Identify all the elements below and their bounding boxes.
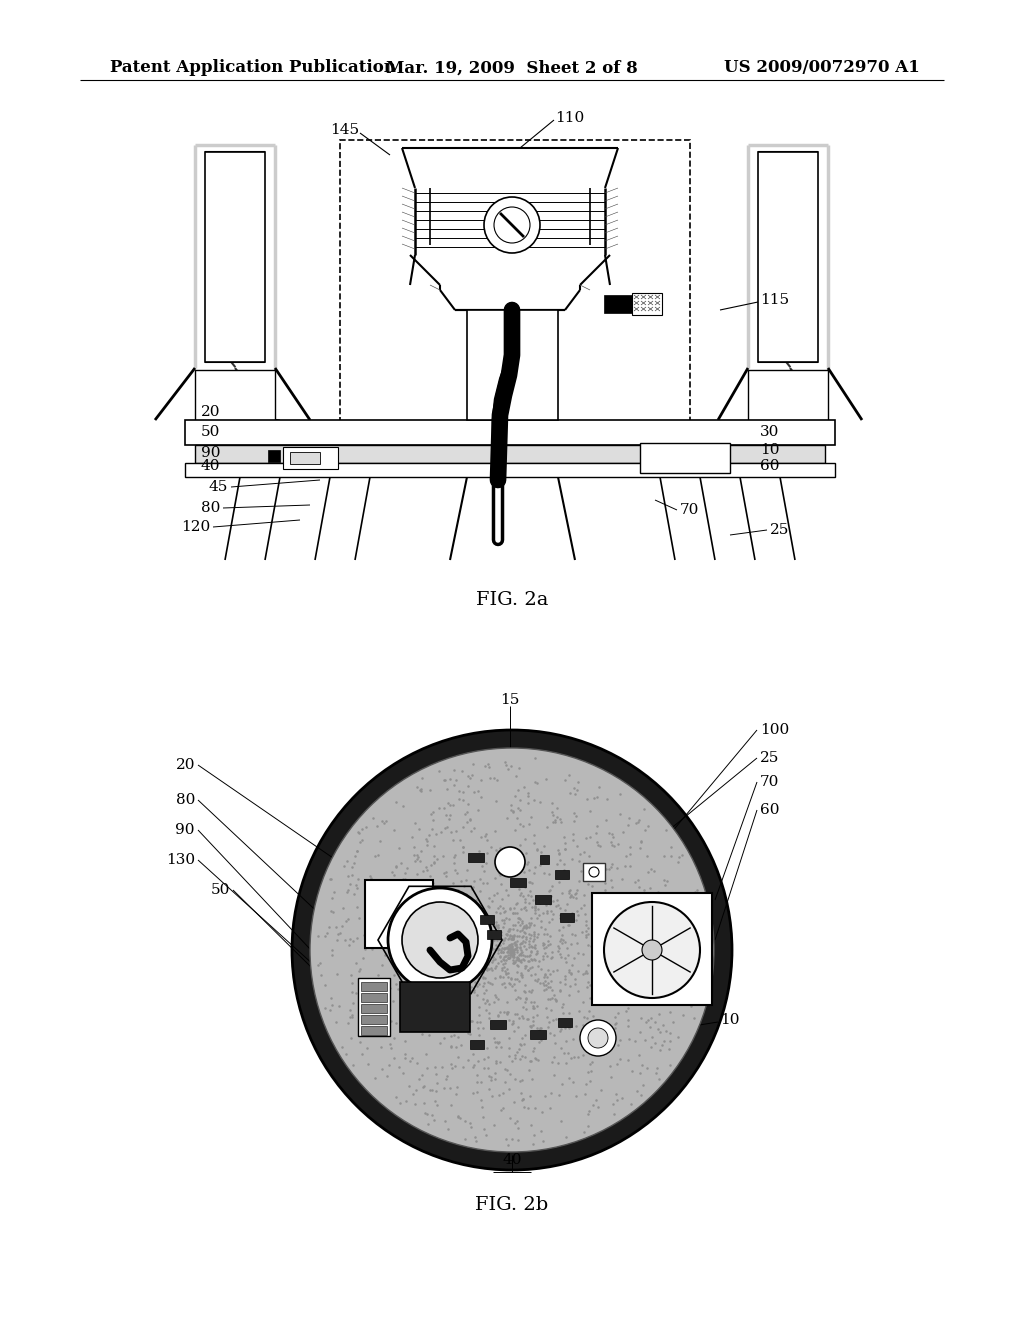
Circle shape <box>388 888 492 993</box>
Bar <box>748 370 828 425</box>
Circle shape <box>642 940 662 960</box>
Circle shape <box>494 207 530 243</box>
Text: 50: 50 <box>201 425 220 440</box>
Text: 145: 145 <box>330 123 359 137</box>
Text: 110: 110 <box>555 111 585 125</box>
Bar <box>535 895 551 904</box>
Bar <box>530 1030 546 1039</box>
Bar <box>361 1015 387 1024</box>
Bar <box>195 370 275 425</box>
Bar <box>205 152 265 362</box>
Text: 20: 20 <box>201 405 220 418</box>
Bar <box>268 450 280 462</box>
Bar <box>555 870 569 879</box>
Circle shape <box>310 748 714 1152</box>
Bar <box>361 1026 387 1035</box>
Text: 15: 15 <box>501 693 520 708</box>
Text: 50: 50 <box>211 883 230 898</box>
Bar <box>467 310 558 420</box>
Text: 20: 20 <box>175 758 195 772</box>
Bar <box>358 978 390 1036</box>
Text: 90: 90 <box>175 822 195 837</box>
Text: Mar. 19, 2009  Sheet 2 of 8: Mar. 19, 2009 Sheet 2 of 8 <box>386 59 638 77</box>
Bar <box>558 1018 572 1027</box>
Text: FIG. 2a: FIG. 2a <box>476 591 548 609</box>
Bar <box>640 444 730 473</box>
Text: 40: 40 <box>201 459 220 473</box>
Bar <box>592 894 712 1005</box>
Bar <box>510 878 526 887</box>
Bar <box>290 451 319 465</box>
Bar <box>468 853 484 862</box>
Text: 80: 80 <box>201 502 220 515</box>
Bar <box>195 445 825 463</box>
Bar <box>560 913 574 921</box>
Text: 90: 90 <box>201 446 220 459</box>
Text: 40: 40 <box>502 1152 522 1167</box>
Bar <box>361 1005 387 1012</box>
Text: 130: 130 <box>166 853 195 867</box>
Bar <box>400 982 470 1032</box>
Bar <box>583 863 605 880</box>
Bar <box>604 294 632 313</box>
Text: 30: 30 <box>760 425 779 440</box>
Text: FIG. 2b: FIG. 2b <box>475 1196 549 1214</box>
Bar <box>632 293 662 315</box>
Text: 60: 60 <box>760 803 779 817</box>
Text: 10: 10 <box>720 1012 739 1027</box>
Text: 10: 10 <box>760 444 779 457</box>
Bar <box>487 931 501 939</box>
Bar <box>365 880 433 948</box>
Text: 115: 115 <box>760 293 790 308</box>
Text: 25: 25 <box>760 751 779 766</box>
Bar <box>758 152 818 362</box>
Bar <box>361 982 387 991</box>
Text: 60: 60 <box>760 459 779 473</box>
Circle shape <box>495 847 525 876</box>
Bar <box>185 463 835 477</box>
Text: 45: 45 <box>209 480 228 494</box>
Circle shape <box>402 902 478 978</box>
Text: 80: 80 <box>176 793 195 807</box>
Bar <box>490 1020 506 1030</box>
Text: US 2009/0072970 A1: US 2009/0072970 A1 <box>724 59 920 77</box>
Circle shape <box>604 902 700 998</box>
Text: 70: 70 <box>680 503 699 517</box>
Text: 70: 70 <box>760 775 779 789</box>
Bar <box>185 420 835 445</box>
Circle shape <box>292 730 732 1170</box>
Text: 25: 25 <box>770 523 790 537</box>
Bar <box>480 915 494 924</box>
Circle shape <box>484 197 540 253</box>
Text: 120: 120 <box>181 520 210 535</box>
Bar <box>470 1040 484 1049</box>
Bar <box>283 447 338 469</box>
Text: 100: 100 <box>760 723 790 737</box>
Bar <box>540 855 549 865</box>
Text: Patent Application Publication: Patent Application Publication <box>110 59 396 77</box>
Circle shape <box>580 1020 616 1056</box>
Circle shape <box>588 1028 608 1048</box>
Bar <box>340 140 690 436</box>
Bar <box>361 993 387 1002</box>
